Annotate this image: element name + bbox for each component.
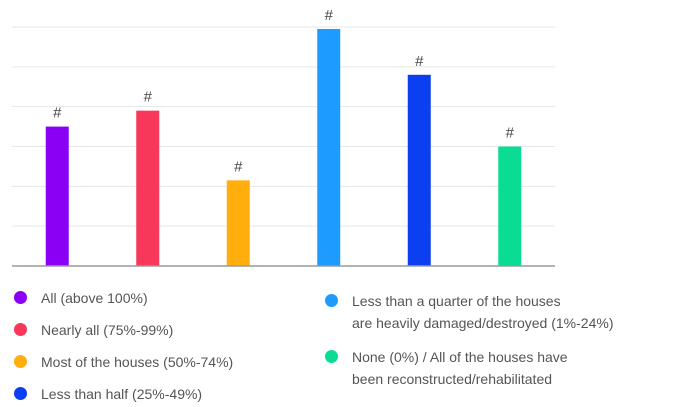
data-label: # (144, 89, 153, 106)
bar-5[interactable] (407, 74, 431, 266)
bar-6[interactable] (498, 146, 522, 267)
bars (45, 28, 522, 267)
bar-3[interactable] (226, 180, 250, 266)
data-labels: # # # # # # (53, 7, 515, 175)
data-label: # (506, 125, 515, 142)
bar-2[interactable] (136, 110, 160, 267)
data-label: # (234, 158, 243, 175)
bar-4[interactable] (317, 28, 341, 266)
gridlines (12, 26, 555, 227)
data-label: # (53, 105, 62, 122)
data-label: # (325, 7, 334, 24)
data-label: # (415, 53, 424, 70)
bar-1[interactable] (45, 126, 69, 266)
